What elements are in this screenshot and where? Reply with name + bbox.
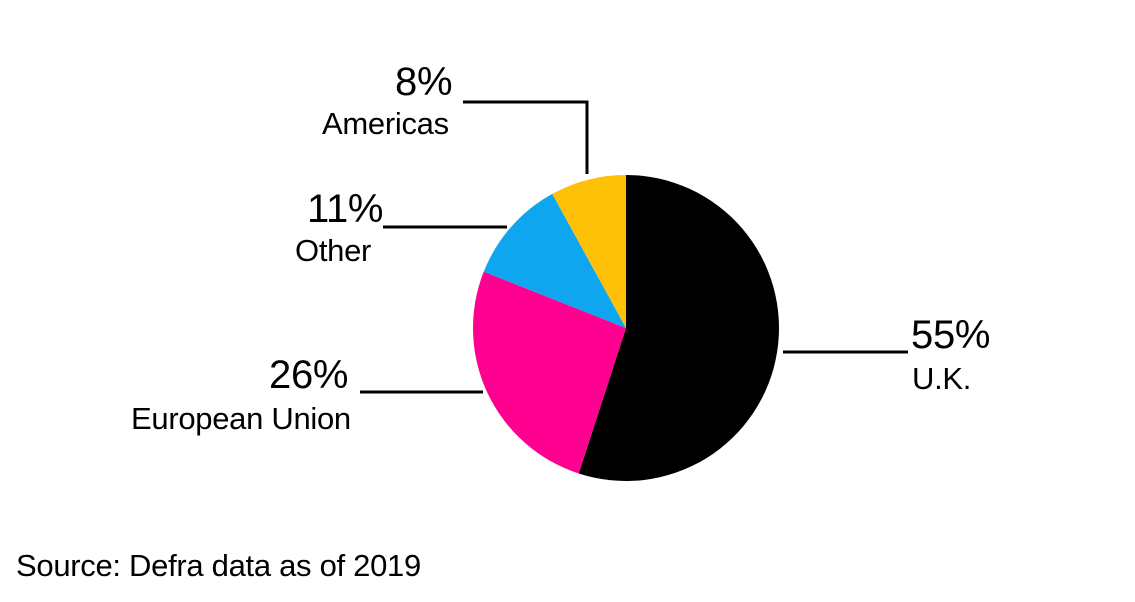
callout-european-union-label: European Union (131, 401, 351, 436)
leader-lines (360, 100, 908, 394)
source-note: Source: Defra data as of 2019 (16, 548, 421, 583)
pie-slice-other (483, 193, 626, 328)
leader-line-americas (463, 100, 589, 174)
callout-uk-label: U.K. (912, 361, 972, 396)
callout-other-value: 11% (307, 187, 384, 231)
pie-slice-u-k (578, 175, 779, 481)
callout-americas-label: Americas (322, 106, 449, 141)
pie-slices (473, 175, 779, 481)
callout-other-label: Other (295, 233, 372, 268)
pie-slice-european-union (473, 271, 626, 474)
callout-european-union-value: 26% (269, 353, 349, 397)
callout-americas-value: 8% (395, 60, 453, 104)
pie-slice-americas (552, 175, 626, 328)
callout-uk-value: 55% (911, 313, 991, 357)
